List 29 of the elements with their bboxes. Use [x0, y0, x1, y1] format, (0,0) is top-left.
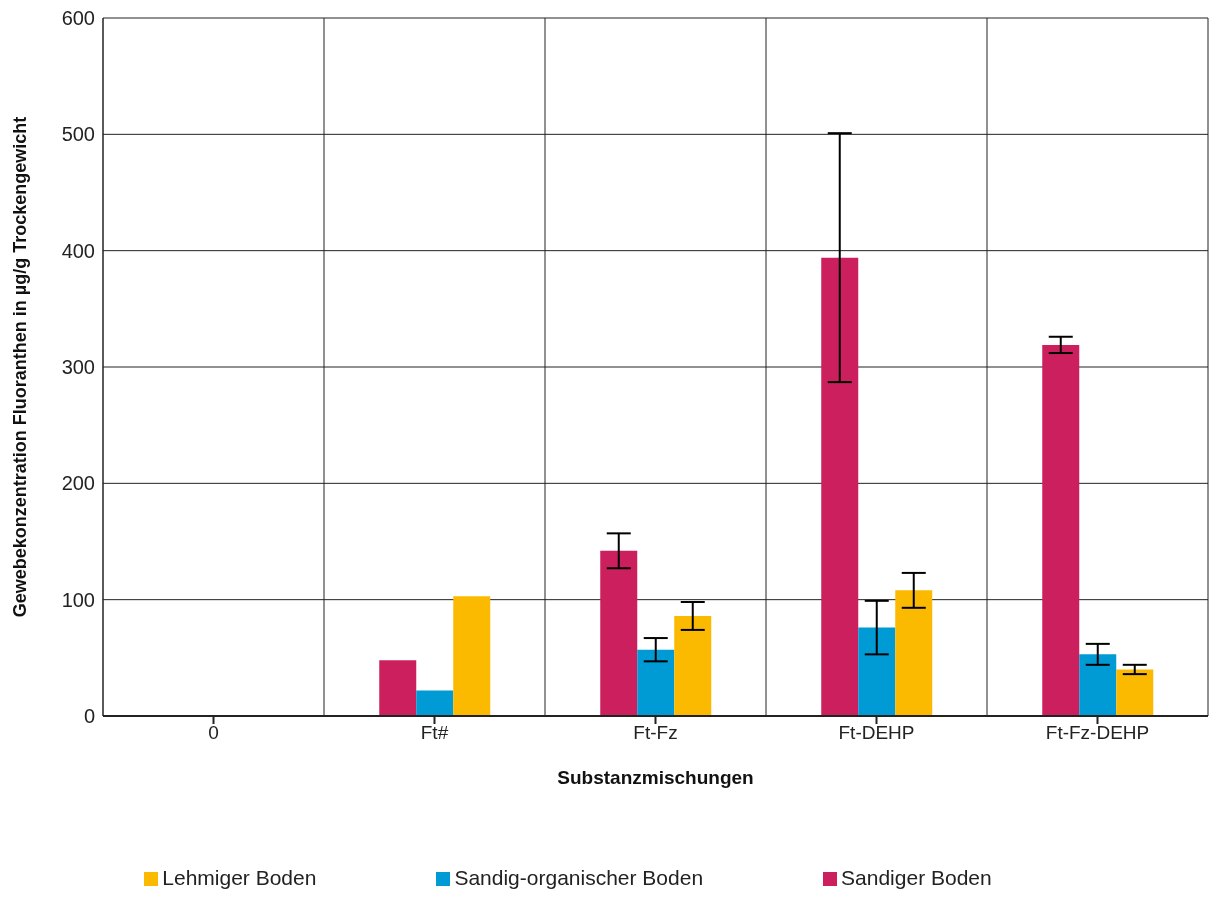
bar — [821, 257, 859, 716]
bar — [1079, 654, 1117, 716]
x-tick-label: Ft# — [420, 722, 449, 744]
x-tick-label: Ft-Fz-DEHP — [1045, 722, 1150, 744]
y-axis-title: Gewebekonzentration Fluoranthen in µg/g Trockengewicht — [10, 116, 31, 618]
y-tick-label: 400 — [61, 239, 95, 262]
y-tick-label: 500 — [61, 123, 95, 146]
bar — [1042, 344, 1080, 716]
bar — [600, 550, 638, 716]
y-tick-label: 100 — [61, 588, 95, 611]
bar — [416, 690, 454, 716]
bar — [453, 596, 491, 716]
bar — [379, 660, 417, 716]
bar — [895, 590, 933, 716]
y-tick-label: 300 — [61, 356, 95, 379]
legend-label: Sandig-organischer Boden — [454, 866, 704, 889]
bar — [1116, 669, 1154, 716]
x-axis-title: Substanzmischungen — [557, 767, 754, 788]
y-tick-label: 200 — [61, 472, 95, 495]
y-tick-label: 600 — [61, 7, 95, 30]
legend-label: Lehmiger Boden — [162, 866, 317, 889]
bar — [637, 649, 675, 716]
x-tick-label: 0 — [208, 722, 219, 744]
bar — [858, 627, 896, 716]
legend-label: Sandiger Boden — [841, 866, 992, 889]
y-tick-label: 0 — [83, 705, 95, 728]
x-tick-label: Ft-DEHP — [838, 722, 915, 744]
x-tick-label: Ft-Fz — [633, 722, 678, 744]
bar — [674, 615, 712, 716]
